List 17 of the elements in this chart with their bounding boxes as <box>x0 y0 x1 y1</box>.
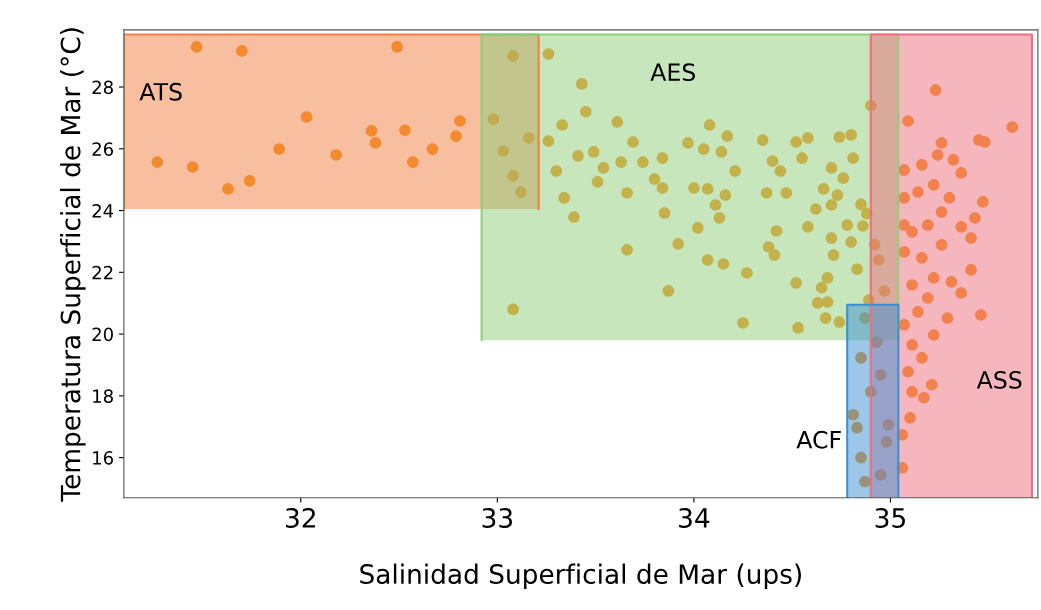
x-tick-label: 35 <box>875 507 905 528</box>
y-tick-label: 16 <box>93 451 114 465</box>
y-tick-label: 26 <box>92 142 114 156</box>
y-tick-label: 22 <box>92 265 113 280</box>
series-label: ATS <box>139 82 182 101</box>
y-tick-label: 18 <box>93 389 113 403</box>
x-tick-label: 32 <box>286 507 315 528</box>
y-tick-label: 24 <box>92 204 114 218</box>
series-label: ASS <box>976 370 1022 389</box>
series-label: AES <box>650 63 696 82</box>
x-tick-label: 34 <box>679 507 710 528</box>
y-tick-label: 28 <box>92 80 113 95</box>
y-tick-label: 20 <box>92 327 113 342</box>
series-label: ACF <box>796 430 841 449</box>
x-tick-label: 33 <box>482 507 513 528</box>
y-axis-title: Temperatura Superficial de Mar (°C) <box>60 28 86 502</box>
x-axis-title: Salinidad Superficial de Mar (ups) <box>360 563 801 590</box>
